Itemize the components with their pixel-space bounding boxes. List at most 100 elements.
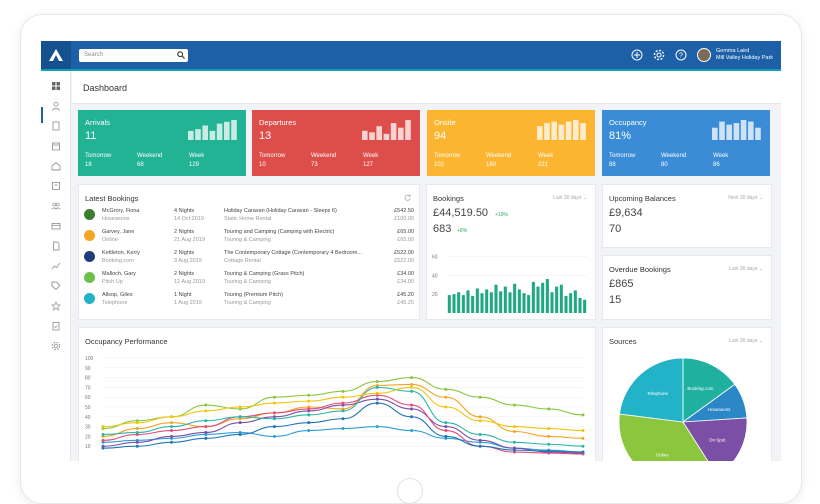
booking-row[interactable]: McGrory, Fiona Hoseasons 4 Nights 14 Oct 2… bbox=[84, 207, 414, 227]
search-input[interactable]: Search bbox=[79, 49, 188, 62]
card-icon[interactable] bbox=[51, 221, 61, 231]
app-logo[interactable] bbox=[41, 41, 71, 69]
gear-icon[interactable] bbox=[653, 49, 665, 61]
guests-icon[interactable] bbox=[51, 201, 61, 211]
spark-bar bbox=[383, 133, 390, 140]
stat-weekend: Weekend 160 bbox=[486, 152, 511, 170]
home-icon[interactable] bbox=[51, 161, 61, 171]
spark-bar bbox=[565, 121, 572, 140]
upcoming-period-dropdown[interactable]: Next 30 days ⌄ bbox=[728, 195, 763, 201]
data-point bbox=[135, 421, 139, 425]
spark-bar bbox=[544, 123, 550, 140]
data-point bbox=[170, 429, 174, 433]
bar bbox=[583, 299, 587, 313]
pie-label: Online bbox=[656, 452, 670, 457]
data-point bbox=[307, 393, 311, 397]
data-point bbox=[410, 415, 414, 419]
data-point bbox=[512, 448, 516, 452]
bar bbox=[541, 282, 545, 313]
stat-value: 13 bbox=[259, 130, 272, 142]
planner-icon[interactable] bbox=[51, 181, 61, 191]
page-header: Dashboard bbox=[72, 71, 781, 104]
bar bbox=[578, 297, 582, 313]
data-point bbox=[204, 436, 208, 440]
y-tick-label: 60 bbox=[432, 254, 438, 260]
data-point bbox=[204, 430, 208, 434]
help-icon[interactable]: ? bbox=[675, 49, 687, 61]
spark-bar bbox=[195, 129, 201, 140]
bookings-count-change: +8% bbox=[457, 228, 468, 234]
stat-card-arrivals[interactable]: Arrivals 11 Tomorrow 18 Weekend 68 Week 129 bbox=[78, 110, 246, 176]
bar bbox=[513, 283, 517, 313]
search-icon[interactable] bbox=[177, 51, 185, 59]
avatar[interactable] bbox=[697, 48, 711, 62]
booking-source: Pitch Up bbox=[102, 279, 123, 285]
guest-name: McGrory, Fiona bbox=[102, 208, 140, 214]
data-point bbox=[135, 427, 139, 431]
booking-paid: £45.20 bbox=[397, 300, 414, 306]
data-point bbox=[375, 380, 379, 384]
data-point bbox=[307, 413, 311, 417]
y-tick-label: 20 bbox=[432, 292, 438, 298]
booking-row[interactable]: Allsop, Giles Telephone 1 Night 1 Aug 2019… bbox=[84, 291, 414, 311]
calendar-icon[interactable] bbox=[51, 141, 61, 151]
data-point bbox=[410, 389, 414, 393]
stat-weekend: Weekend 80 bbox=[661, 152, 686, 170]
sources-period-dropdown[interactable]: Last 30 days ⌄ bbox=[729, 338, 763, 344]
star-icon[interactable] bbox=[51, 301, 61, 311]
bookings-title: Bookings bbox=[433, 194, 464, 203]
overdue-period-dropdown[interactable]: Last 30 days ⌄ bbox=[729, 266, 763, 272]
overdue-amount: £865 bbox=[609, 278, 634, 290]
data-point bbox=[478, 415, 482, 419]
stat-card-onsite[interactable]: Onsite 94 Tomorrow 102 Weekend 160 Week 221 bbox=[427, 110, 595, 176]
booking-row[interactable]: Garvey, Jane Online 2 Nights 21 Aug 2019 T… bbox=[84, 228, 414, 248]
add-icon[interactable] bbox=[631, 49, 643, 61]
app-screen: Search ? Gemma Laird Mill Valley Holiday… bbox=[41, 41, 781, 461]
data-point bbox=[272, 417, 276, 421]
data-point bbox=[375, 425, 379, 429]
home-button[interactable] bbox=[397, 478, 423, 504]
clipboard-icon[interactable] bbox=[51, 321, 61, 331]
tag-icon[interactable] bbox=[51, 281, 61, 291]
spark-bar bbox=[209, 130, 216, 140]
data-point bbox=[581, 436, 585, 440]
data-point bbox=[512, 430, 516, 433]
data-point bbox=[478, 438, 482, 442]
bar bbox=[550, 292, 554, 313]
stat-card-departures[interactable]: Departures 13 Tomorrow 10 Weekend 73 Week 1… bbox=[252, 110, 420, 176]
data-point bbox=[238, 432, 242, 436]
bar bbox=[452, 294, 456, 313]
booking-source-icon bbox=[84, 272, 95, 283]
spark-bar bbox=[362, 130, 368, 140]
bar bbox=[480, 293, 484, 313]
booking-price: £45.20 bbox=[397, 292, 414, 298]
booking-row[interactable]: Malloch, Gary Pitch Up 2 Nights 12 Aug 201… bbox=[84, 270, 414, 290]
booking-source: Hoseasons bbox=[102, 216, 130, 222]
sparkline-chart bbox=[537, 120, 586, 140]
stat-card-occupancy[interactable]: Occupancy 81% Tomorrow 88 Weekend 80 Week 8… bbox=[602, 110, 770, 176]
reports-icon[interactable] bbox=[51, 261, 61, 271]
dashboard-icon[interactable] bbox=[51, 81, 61, 91]
spark-bar bbox=[405, 120, 411, 140]
data-point bbox=[444, 425, 448, 429]
data-point bbox=[101, 446, 105, 450]
spark-bar bbox=[202, 125, 208, 140]
bookings-period-dropdown[interactable]: Last 30 days ⌄ bbox=[553, 195, 587, 201]
data-point bbox=[135, 444, 139, 448]
pie-slice bbox=[682, 357, 736, 423]
booking-date: 21 Aug 2019 bbox=[174, 237, 205, 243]
data-point bbox=[135, 430, 139, 434]
settings-icon[interactable] bbox=[51, 341, 61, 351]
refresh-icon[interactable] bbox=[404, 194, 411, 201]
book-icon[interactable] bbox=[51, 121, 61, 131]
data-point bbox=[238, 405, 242, 409]
stat-tomorrow: Tomorrow 88 bbox=[609, 152, 635, 170]
data-point bbox=[444, 434, 448, 438]
stat-week: Week 127 bbox=[363, 152, 378, 170]
user-menu[interactable]: Gemma Laird Mill Valley Holiday Park bbox=[716, 48, 773, 62]
user-icon[interactable] bbox=[51, 101, 61, 111]
occupancy-line-chart: 100 90 80 70 60 50 40 30 20 10 bbox=[85, 356, 585, 456]
booking-row[interactable]: Kettleton, Kerry Booking.com 2 Nights 9 Au… bbox=[84, 249, 414, 269]
document-icon[interactable] bbox=[51, 241, 61, 251]
spark-bar bbox=[188, 130, 194, 140]
